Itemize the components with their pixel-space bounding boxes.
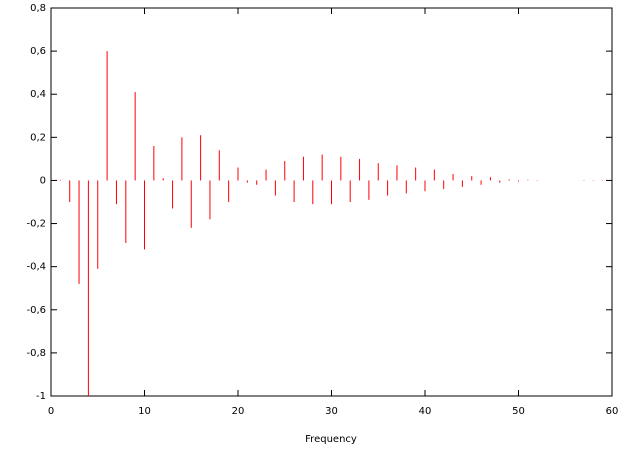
x-tick-label: 0: [48, 406, 54, 417]
y-tick-label: -0,4: [26, 262, 46, 273]
y-tick-label: 0: [40, 175, 46, 186]
x-tick-label: 30: [325, 406, 338, 417]
y-tick-label: -0,8: [26, 348, 46, 359]
x-tick-label: 50: [512, 406, 525, 417]
y-tick-label: 0,6: [30, 46, 46, 57]
x-tick-label: 60: [606, 406, 619, 417]
y-tick-label: 0,8: [30, 3, 46, 14]
y-tick-label: 0,2: [30, 132, 46, 143]
x-tick-label: 10: [138, 406, 151, 417]
x-tick-label: 20: [232, 406, 245, 417]
y-tick-label: -0,6: [26, 305, 46, 316]
x-tick-label: 40: [419, 406, 432, 417]
x-axis-label: Frequency: [305, 434, 357, 445]
y-tick-label: -1: [36, 391, 46, 402]
y-tick-label: 0,4: [30, 89, 46, 100]
y-tick-label: -0,2: [26, 219, 46, 230]
